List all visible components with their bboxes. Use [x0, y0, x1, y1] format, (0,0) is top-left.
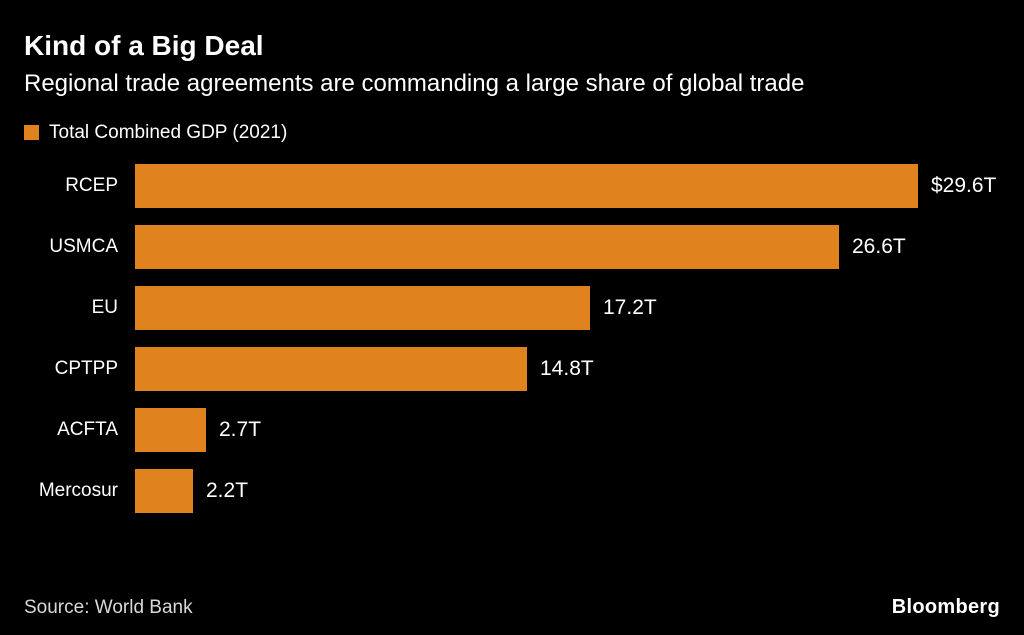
bar-category-label: CPTPP: [54, 357, 118, 379]
bar-row: EU 17.2T: [0, 285, 1024, 330]
bar-category-label: USMCA: [49, 235, 118, 257]
bar-track: 14.8T: [135, 346, 1024, 391]
bar-row: RCEP $29.6T: [0, 163, 1024, 208]
bar: [135, 468, 193, 513]
source-note: Source: World Bank: [24, 597, 193, 618]
bar-category-label: ACFTA: [57, 418, 118, 440]
bar-row: Mercosur 2.2T: [0, 468, 1024, 513]
chart-title: Kind of a Big Deal: [24, 30, 264, 61]
bar-category-label: Mercosur: [38, 479, 118, 501]
bar-value-label: 14.8T: [540, 356, 594, 380]
bar-value-label: 2.2T: [206, 478, 249, 502]
legend: Total Combined GDP (2021): [0, 98, 1024, 144]
bar: [135, 285, 590, 330]
bar-row: USMCA 26.6T: [0, 224, 1024, 269]
bar-value-label: $29.6T: [931, 173, 997, 197]
bar-track: 17.2T: [135, 285, 1024, 330]
legend-swatch: [24, 125, 39, 141]
bar-track: $29.6T: [135, 163, 1024, 208]
bar: [135, 346, 527, 391]
chart-subtitle: Regional trade agreements are commanding…: [24, 70, 805, 98]
bar-value-label: 17.2T: [603, 295, 657, 319]
bar-row: CPTPP 14.8T: [0, 346, 1024, 391]
bar: [135, 407, 206, 452]
bar: [135, 163, 918, 208]
bar-track: 26.6T: [135, 224, 1024, 269]
chart-footer: Source: World Bank Bloomberg: [24, 596, 1000, 619]
bar-track: 2.7T: [135, 407, 1024, 452]
bar-value-label: 2.7T: [219, 417, 262, 441]
legend-label: Total Combined GDP (2021): [49, 121, 288, 143]
bar-chart: RCEP $29.6T USMCA 26.6T EU 17.2T CPTPP 14.8T ACF…: [0, 144, 1024, 513]
bar-category-label: RCEP: [65, 174, 118, 196]
bar-track: 2.2T: [135, 468, 1024, 513]
bar: [135, 224, 839, 269]
bar-category-label: EU: [91, 296, 118, 318]
chart-header: Kind of a Big Deal Regional trade agreem…: [0, 0, 1024, 98]
bar-row: ACFTA 2.7T: [0, 407, 1024, 452]
bloomberg-logo: Bloomberg: [891, 596, 1000, 618]
bar-value-label: 26.6T: [852, 234, 906, 258]
